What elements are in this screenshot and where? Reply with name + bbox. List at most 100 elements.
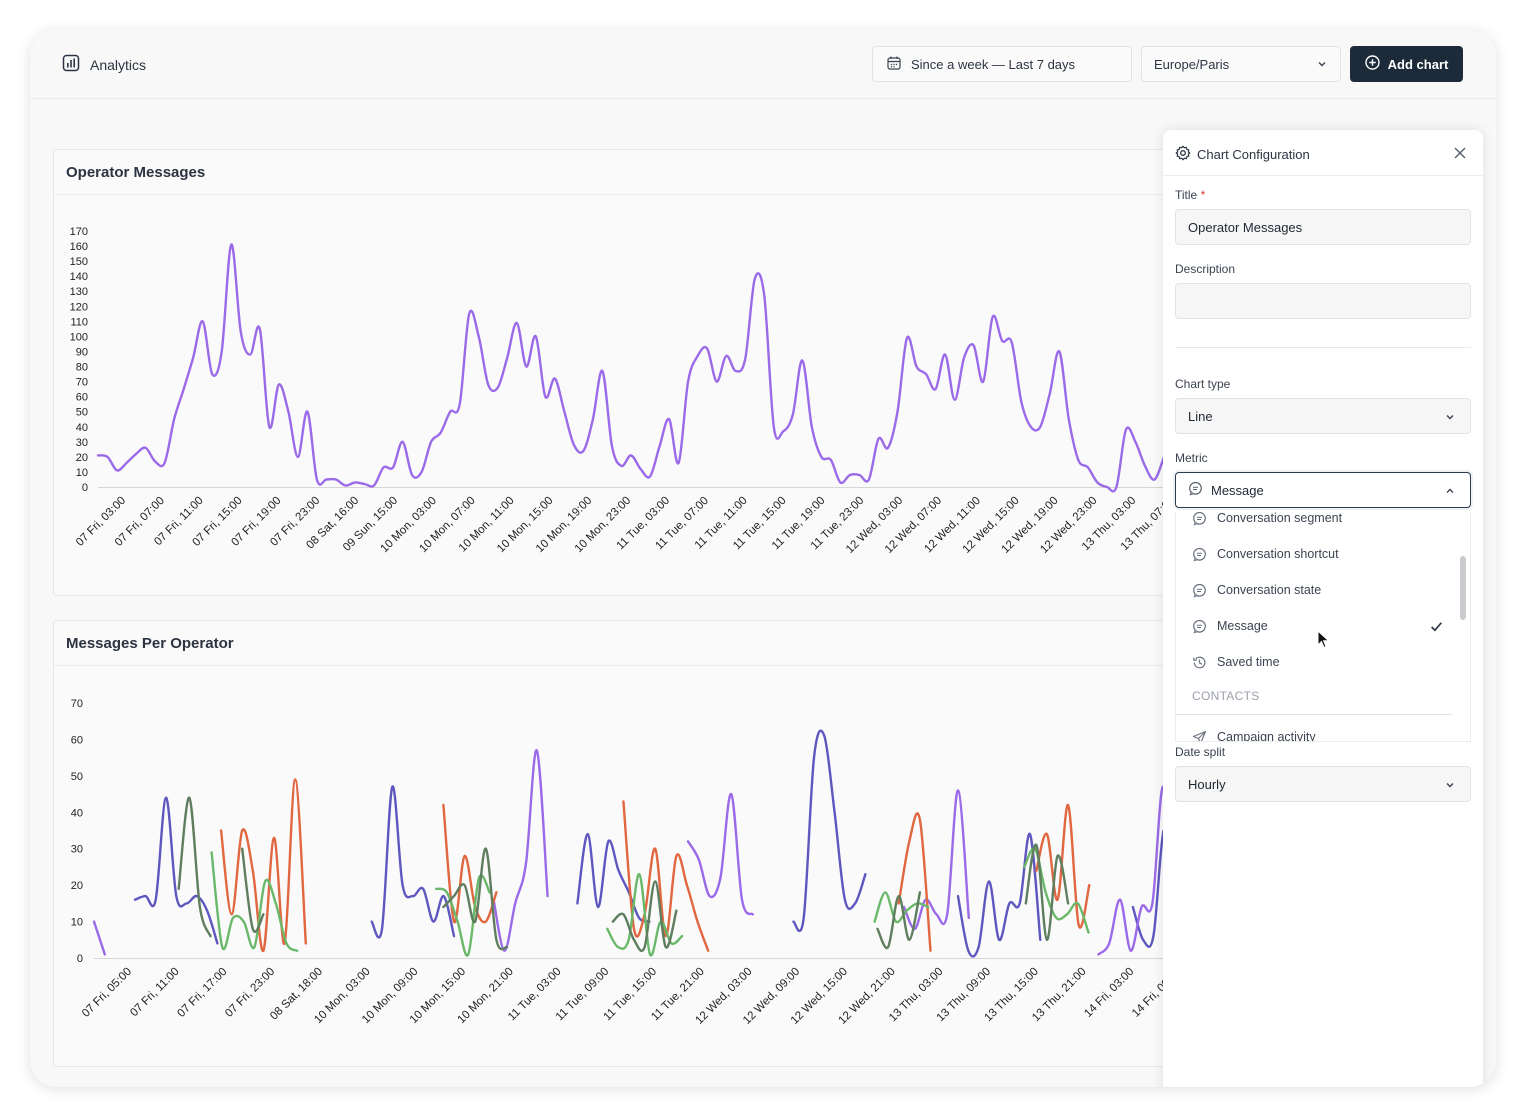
y-tick-label: 70 (76, 377, 88, 389)
series-line-3 (622, 800, 710, 952)
series-line-3 (219, 778, 307, 952)
y-tick-label: 160 (70, 241, 88, 253)
gear-icon (1175, 145, 1191, 164)
y-tick-label: 110 (70, 316, 88, 328)
y-tick-label: 90 (76, 346, 88, 358)
chat-bubble-icon (1192, 547, 1207, 562)
dropdown-option[interactable]: Conversation state (1176, 575, 1456, 605)
panel-title: Chart Configuration (1175, 145, 1310, 164)
y-tick-label: 140 (70, 271, 88, 283)
series-line-2 (492, 749, 549, 952)
x-tick-label: 14 Fri, 03:00 (1082, 966, 1136, 1020)
y-tick-label: 170 (70, 226, 88, 238)
y-tick-label: 100 (70, 331, 88, 343)
metric-value: Message (1211, 482, 1264, 498)
chart-configuration-panel: Chart Configuration Title * Operator Mes… (1163, 130, 1483, 1087)
series-line-2 (902, 789, 970, 931)
app-brand[interactable]: Analytics (62, 54, 146, 75)
dropdown-option[interactable]: Conversation shortcut (1176, 539, 1456, 569)
date-range-picker[interactable]: Since a week — Last 7 days (872, 46, 1132, 82)
y-tick-label: 40 (76, 422, 88, 434)
series-line-5 (876, 891, 922, 950)
chart-type-label: Chart type (1175, 377, 1231, 391)
dropdown-option[interactable]: Campaign activity (1176, 722, 1456, 742)
chart-title: Operator Messages (66, 164, 206, 181)
y-tick-label: 40 (71, 807, 83, 819)
chart-card-operator-messages: Operator Messages 0 10 20 30 40 50 60 70 80 90 100… (53, 149, 1183, 596)
card-divider (54, 665, 1182, 666)
dropdown-option[interactable]: Saved time (1176, 647, 1456, 677)
series-line-4 (210, 851, 299, 952)
chart-title: Messages Per Operator (66, 635, 234, 652)
title-input-value: Operator Messages (1188, 219, 1303, 235)
x-tick-label: 07 Fri, 11:00 (128, 966, 182, 1020)
chevron-down-icon (1444, 411, 1456, 426)
series-line-1 (96, 243, 1166, 493)
series-line-5 (611, 880, 678, 953)
dropdown-option-label: Campaign activity (1217, 730, 1316, 742)
title-label: Title * (1175, 188, 1206, 202)
chart-type-value: Line (1188, 408, 1213, 424)
timezone-select[interactable]: Europe/Paris (1141, 46, 1341, 82)
app-window: Analytics Since a week — Last 7 days Eur… (30, 30, 1496, 1087)
dropdown-option[interactable]: Conversation segment (1176, 512, 1456, 533)
chart-type-select[interactable]: Line (1175, 398, 1471, 434)
metric-select[interactable]: Message (1175, 472, 1471, 508)
series-line-5 (177, 796, 212, 938)
checkmark-icon (1429, 619, 1444, 637)
series-line-2 (92, 920, 106, 956)
mouse-cursor-icon (1317, 629, 1331, 655)
dropdown-section-header: CONTACTS (1192, 689, 1260, 703)
panel-title-text: Chart Configuration (1197, 147, 1310, 162)
add-chart-button[interactable]: Add chart (1350, 46, 1463, 82)
app-title: Analytics (90, 56, 147, 73)
chevron-up-icon (1444, 485, 1456, 500)
series-line-1 (370, 785, 456, 939)
series-line-2 (686, 792, 754, 916)
y-tick-label: 50 (76, 407, 88, 419)
timezone-value: Europe/Paris (1154, 56, 1230, 72)
y-tick-label: 50 (71, 771, 83, 783)
dropdown-option-label: Saved time (1217, 655, 1280, 669)
dropdown-option-label: Message (1217, 619, 1268, 633)
chat-bubble-icon (1188, 481, 1203, 499)
series-line-5 (241, 847, 265, 933)
panel-divider (1175, 347, 1471, 348)
send-icon (1192, 730, 1207, 741)
top-bar: Analytics Since a week — Last 7 days Eur… (30, 30, 1496, 99)
history-icon (1192, 655, 1207, 670)
chart-card-messages-per-operator: Messages Per Operator 0 10 20 30 40 50 60 70 07 … (53, 620, 1183, 1067)
metric-dropdown: Conversation segment Conversation shortcu… (1175, 512, 1471, 742)
operator-messages-chart: 0 10 20 30 40 50 60 70 80 90 100 110 120 130 140 150 160… (70, 226, 1182, 556)
series-line-1 (792, 729, 867, 933)
dropdown-scroll-thumb[interactable] (1460, 556, 1466, 620)
y-tick-label: 30 (76, 437, 88, 449)
title-input[interactable]: Operator Messages (1175, 209, 1471, 245)
series-line-3 (897, 812, 932, 952)
plus-circle-icon (1364, 55, 1380, 73)
metric-label: Metric (1175, 451, 1208, 465)
dropdown-scrollbar[interactable] (1458, 512, 1468, 741)
y-tick-label: 80 (76, 362, 88, 374)
date-split-label: Date split (1175, 745, 1226, 759)
series-line-5 (442, 847, 509, 951)
series-line-3 (1035, 803, 1091, 929)
close-icon[interactable] (1453, 146, 1467, 160)
y-tick-label: 20 (71, 880, 83, 892)
chat-bubble-icon (1192, 583, 1207, 598)
y-tick-label: 0 (82, 482, 88, 494)
y-tick-label: 30 (71, 844, 83, 856)
dropdown-option-label: Conversation shortcut (1217, 547, 1339, 561)
y-tick-label: 130 (70, 286, 88, 298)
analytics-icon (62, 54, 80, 75)
dropdown-option-label: Conversation state (1217, 583, 1322, 597)
dropdown-option[interactable]: Message (1176, 611, 1456, 641)
date-range-label: Since a week — Last 7 days (911, 56, 1076, 72)
dropdown-option-label: Conversation segment (1217, 512, 1343, 525)
y-tick-label: 120 (70, 301, 88, 313)
series-line-1 (956, 832, 1042, 958)
description-label: Description (1175, 262, 1236, 276)
description-input[interactable] (1175, 283, 1471, 319)
date-split-select[interactable]: Hourly (1175, 766, 1471, 802)
